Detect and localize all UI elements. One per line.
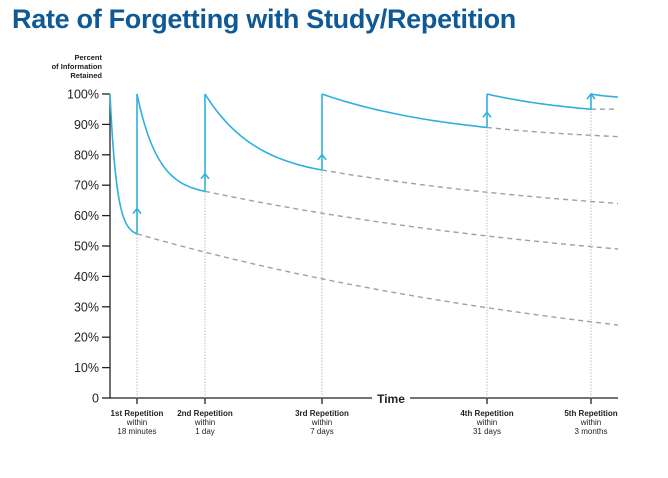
y-axis-label: Retained (70, 71, 102, 80)
y-tick-label: 50% (74, 240, 99, 254)
arrow-up-icon (482, 110, 492, 118)
repetition-label: 3 months (575, 427, 608, 436)
repetition-label: within (311, 418, 332, 427)
y-tick-label: 70% (74, 179, 99, 193)
retention-curve-segment (590, 93, 618, 98)
repetition-label: 18 minutes (117, 427, 156, 436)
repetition-label: within (476, 418, 497, 427)
forgetting-without-review-line (136, 233, 619, 326)
y-axis-label: of Information (52, 62, 103, 71)
y-tick-label: 100% (67, 88, 99, 102)
x-axis-label: Time (377, 392, 405, 406)
y-axis-label: Percent (74, 53, 102, 62)
repetition-label: 4th Repetition (460, 409, 513, 418)
retention-curve-segment (486, 93, 592, 110)
repetition-label: within (580, 418, 601, 427)
retention-curve-segment (204, 93, 323, 171)
retention-curve-segment (136, 93, 206, 193)
retention-curve-segment (109, 93, 138, 235)
repetition-label: 31 days (473, 427, 501, 436)
y-tick-label: 30% (74, 300, 99, 314)
y-tick-label: 80% (74, 148, 99, 162)
repetition-label: 1st Repetition (111, 409, 164, 418)
repetition-label: within (194, 418, 215, 427)
forgetting-without-review-line (486, 126, 619, 138)
forgetting-without-review-line (321, 169, 619, 205)
arrow-up-icon (200, 172, 210, 180)
repetition-label: within (126, 418, 147, 427)
forgetting-without-review-line (204, 190, 619, 250)
y-tick-label: 0 (92, 392, 99, 406)
y-tick-label: 40% (74, 270, 99, 284)
repetition-label: 3rd Repetition (295, 409, 349, 418)
retention-curve-segment (321, 93, 488, 129)
repetition-label: 7 days (310, 427, 334, 436)
y-tick-label: 60% (74, 209, 99, 223)
y-tick-label: 20% (74, 331, 99, 345)
arrow-up-icon (132, 207, 142, 215)
repetition-label: 2nd Repetition (177, 409, 233, 418)
y-tick-label: 90% (74, 118, 99, 132)
repetition-label: 5th Repetition (564, 409, 617, 418)
y-tick-label: 10% (74, 361, 99, 375)
chart-title: Rate of Forgetting with Study/Repetition (12, 4, 516, 34)
repetition-label: 1 day (195, 427, 215, 436)
arrow-up-icon (317, 153, 327, 161)
